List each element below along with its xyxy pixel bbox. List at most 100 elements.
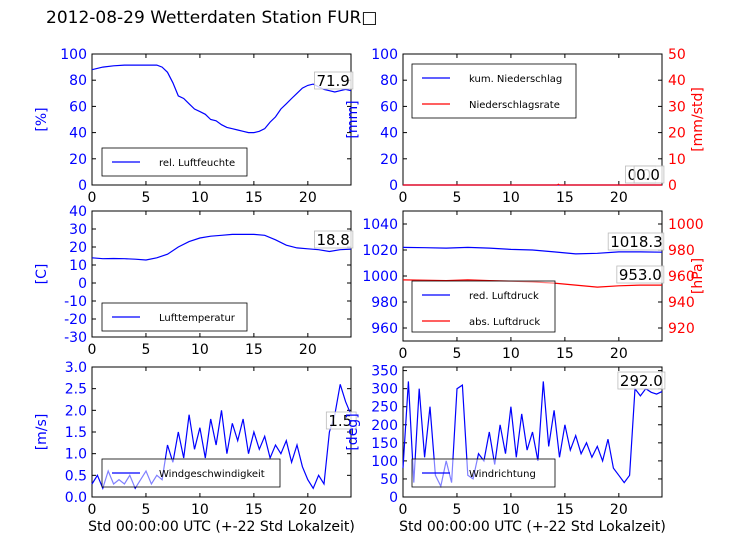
y-tick-label: 1.5	[65, 425, 87, 441]
value-annotation: 953.0	[619, 266, 662, 284]
value-annotation: 71.9	[316, 72, 349, 90]
legend-label: Niederschlagsrate	[469, 100, 560, 111]
chart-precip: 0 5 10 15 20 0 20 40 60 80 100 0 10 20 30 40 50 [mm] [mm/s…	[345, 47, 706, 206]
x-tick-label: 20	[299, 502, 317, 518]
x-tick-label: 20	[299, 190, 317, 206]
x-tick-label: 20	[299, 342, 317, 358]
y-tick-label: 3.0	[65, 360, 87, 376]
series-line-left	[402, 246, 663, 255]
x-tick-label: 0	[88, 190, 97, 206]
y2-tick-label: 40	[668, 73, 686, 89]
y2-tick-label: 30	[668, 99, 686, 115]
x-tick-label: 10	[502, 190, 520, 206]
y2-axis-label: [mm/std]	[690, 87, 706, 152]
x-tick-label: 5	[141, 190, 150, 206]
x-tick-label: 5	[141, 502, 150, 518]
value-annotation-box	[314, 71, 354, 90]
value-annotation-box	[633, 165, 665, 184]
y-tick-label: -20	[64, 312, 87, 328]
y-axis-label: [deg]	[345, 413, 361, 450]
y-tick-label: 100	[60, 47, 87, 63]
x-tick-label: 15	[556, 190, 574, 206]
y-tick-label: 0	[389, 490, 398, 506]
legend-label: abs. Luftdruck	[469, 317, 540, 328]
x-tick-label: 20	[610, 502, 628, 518]
y-tick-label: 60	[380, 99, 398, 115]
x-tick-label: 5	[452, 502, 461, 518]
y2-axis-label: [hPa]	[690, 258, 706, 294]
y-tick-label: 1.0	[65, 447, 87, 463]
x-tick-label: 0	[88, 502, 97, 518]
y-tick-label: 150	[371, 436, 398, 452]
y-tick-label: 50	[380, 472, 398, 488]
x-tick-label: 0	[399, 190, 408, 206]
series-line-left	[91, 384, 352, 491]
x-tick-label: 0	[399, 502, 408, 518]
series-line-right	[403, 183, 662, 186]
y-tick-label: 0	[389, 178, 398, 194]
legend-label: rel. Luftfeuchte	[159, 158, 235, 169]
value-annotation-box	[607, 232, 665, 251]
series-line-left	[91, 233, 352, 261]
x-tick-label: 10	[502, 346, 520, 362]
value-annotation-box	[325, 411, 357, 430]
y-tick-label: 200	[371, 418, 398, 434]
y-tick-label: 1020	[362, 243, 398, 259]
y2-tick-label: 50	[668, 47, 686, 63]
value-annotation-box	[617, 371, 666, 390]
x-tick-label: 20	[610, 190, 628, 206]
x-tick-label: 10	[502, 502, 520, 518]
y-tick-label: 980	[371, 295, 398, 311]
y-axis-label: [m/s]	[34, 414, 50, 451]
y-tick-label: 100	[371, 454, 398, 470]
y-tick-label: -30	[64, 330, 87, 346]
y-tick-label: 250	[371, 400, 398, 416]
chart-temperature: 0 5 10 15 20 -30 -20 -10 0 10 20 30 40 [C] Lufttempera…	[34, 204, 354, 358]
x-tick-label: 5	[452, 190, 461, 206]
x-tick-label: 15	[245, 502, 263, 518]
legend-label: kum. Niederschlag	[469, 74, 562, 85]
y-tick-label: 60	[69, 99, 87, 115]
legend-box	[411, 280, 556, 333]
y-axis-label: [%]	[34, 107, 50, 131]
x-tick-label: 15	[245, 190, 263, 206]
y-tick-label: 10	[69, 258, 87, 274]
y-tick-label: 1040	[362, 217, 398, 233]
y-tick-label: 2.0	[65, 403, 87, 419]
x-tick-label: 20	[610, 346, 628, 362]
value-annotation: 18.8	[316, 231, 349, 249]
x-tick-label: 15	[556, 346, 574, 362]
x-tick-label: 10	[191, 190, 209, 206]
y-tick-label: 80	[380, 73, 398, 89]
x-tick-label: 0	[88, 342, 97, 358]
x-tick-label: 0	[399, 346, 408, 362]
y-tick-label: 2.5	[65, 382, 87, 398]
x-tick-label: 15	[245, 342, 263, 358]
value-annotation-box	[314, 230, 354, 249]
y-tick-label: 40	[380, 126, 398, 142]
y-tick-label: 0	[78, 276, 87, 292]
y2-tick-label: 960	[668, 269, 695, 285]
x-tick-label: 10	[191, 502, 209, 518]
y-axis-label: [mm]	[345, 100, 361, 138]
y2-tick-label: 10	[668, 152, 686, 168]
legend-label: Lufttemperatur	[159, 313, 236, 324]
x-axis-label: Std 00:00:00 UTC (+-22 Std Lokalzeit)	[399, 519, 666, 535]
y2-tick-label: 20	[668, 126, 686, 142]
legend-label: Windrichtung	[469, 469, 536, 480]
legend-label: red. Luftdruck	[469, 291, 539, 302]
x-tick-label: 5	[141, 342, 150, 358]
y2-tick-label: 940	[668, 295, 695, 311]
legend-box	[411, 63, 577, 119]
y-axis-label: [C]	[34, 264, 50, 285]
x-tick-label: 5	[452, 346, 461, 362]
y-tick-label: 80	[69, 73, 87, 89]
y-tick-label: 1000	[362, 269, 398, 285]
y-tick-label: 20	[69, 240, 87, 256]
value-annotation: 0.0	[636, 166, 660, 184]
y-tick-label: 40	[69, 204, 87, 220]
y-tick-label: 300	[371, 382, 398, 398]
chart-pressure: 0 5 10 15 20 960 980 1000 1020 1040 920 940 960 980 10…	[362, 210, 706, 362]
